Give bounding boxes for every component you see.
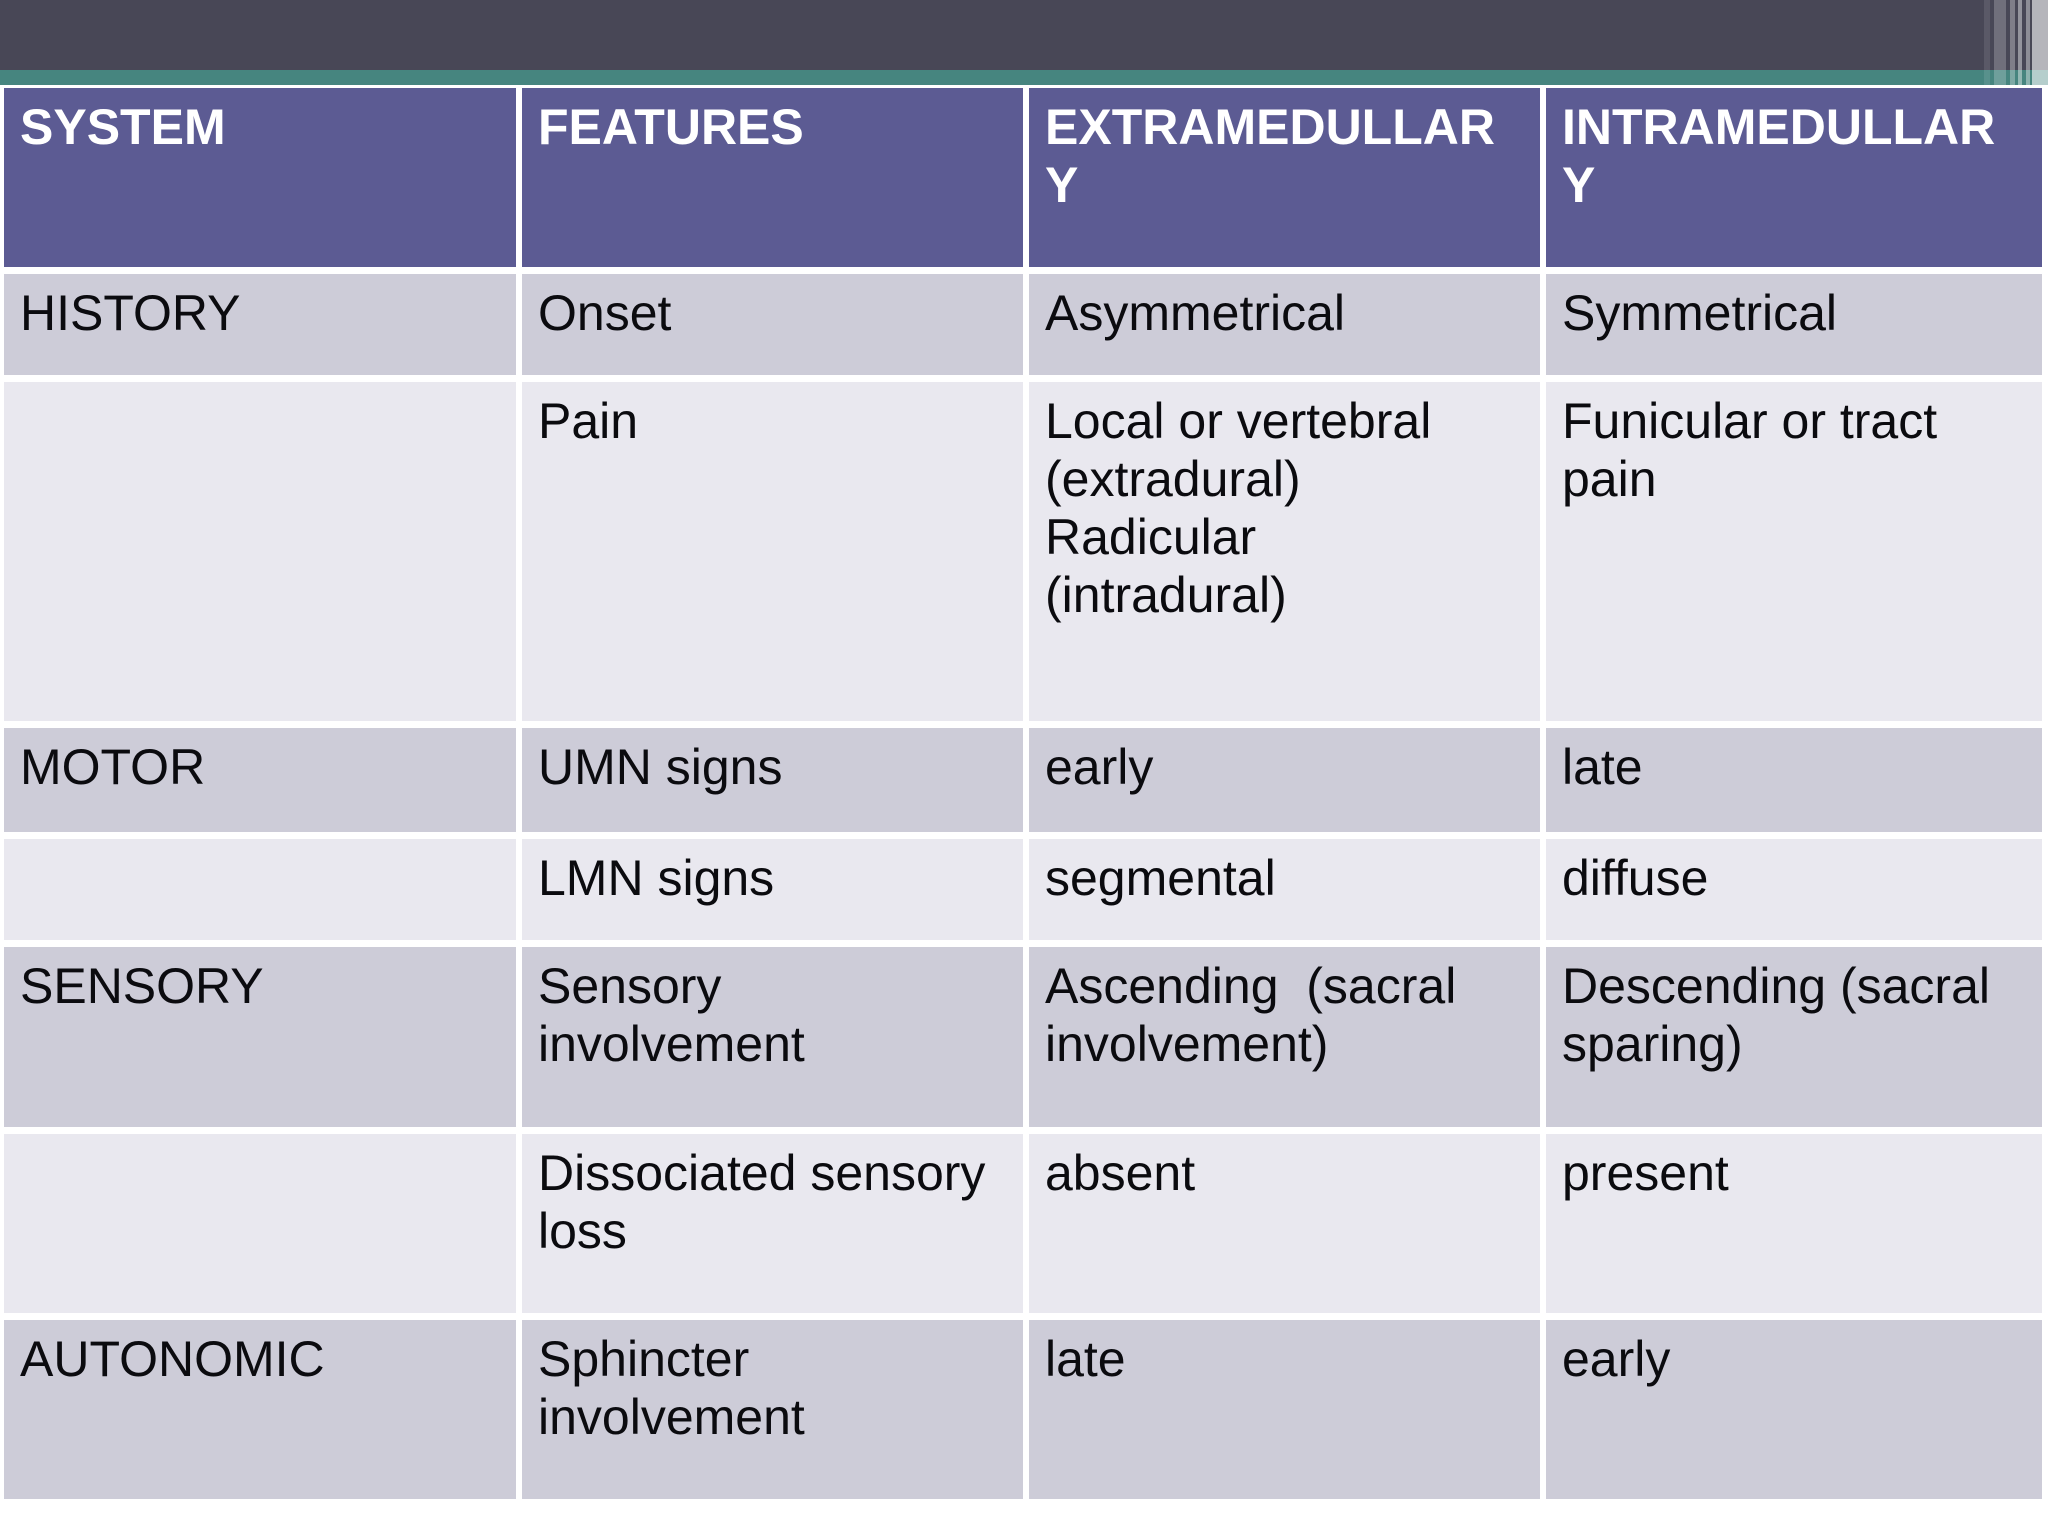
table-cell: early: [1029, 728, 1540, 832]
table-cell: diffuse: [1546, 839, 2042, 940]
column-header-system: SYSTEM: [4, 88, 516, 267]
comparison-table: SYSTEM FEATURES EXTRAMEDULLAR Y INTRAMED…: [4, 88, 2042, 1499]
table-cell: UMN signs: [522, 728, 1023, 832]
table-cell: Ascending (sacral involvement): [1029, 947, 1540, 1127]
table-cell: MOTOR: [4, 728, 516, 832]
table-cell: segmental: [1029, 839, 1540, 940]
table-cell: AUTONOMIC: [4, 1320, 516, 1499]
column-header-intramedullary: INTRAMEDULLAR Y: [1546, 88, 2042, 267]
table-cell: early: [1546, 1320, 2042, 1499]
table-cell: [4, 1134, 516, 1313]
table-cell: [4, 839, 516, 940]
table-cell: late: [1546, 728, 2042, 832]
table-cell: Pain: [522, 382, 1023, 721]
table-cell: Sensory involvement: [522, 947, 1023, 1127]
column-header-features: FEATURES: [522, 88, 1023, 267]
table-cell: Onset: [522, 274, 1023, 375]
table-cell: LMN signs: [522, 839, 1023, 940]
table-cell: SENSORY: [4, 947, 516, 1127]
table-cell: HISTORY: [4, 274, 516, 375]
table-cell: Asymmetrical: [1029, 274, 1540, 375]
table-cell: Descending (sacral sparing): [1546, 947, 2042, 1127]
table-cell: Symmetrical: [1546, 274, 2042, 375]
accent-stripe: [0, 70, 2048, 85]
table-cell: absent: [1029, 1134, 1540, 1313]
table-cell: Sphincter involvement: [522, 1320, 1023, 1499]
table-cell: [4, 382, 516, 721]
table-cell: Funicular or tract pain: [1546, 382, 2042, 721]
column-header-extramedullary: EXTRAMEDULLAR Y: [1029, 88, 1540, 267]
table-cell: Dissociated sensory loss: [522, 1134, 1023, 1313]
table-cell: Local or vertebral (extradural) Radicula…: [1029, 382, 1540, 721]
table-cell: late: [1029, 1320, 1540, 1499]
top-banner: [0, 0, 2048, 70]
table-cell: present: [1546, 1134, 2042, 1313]
